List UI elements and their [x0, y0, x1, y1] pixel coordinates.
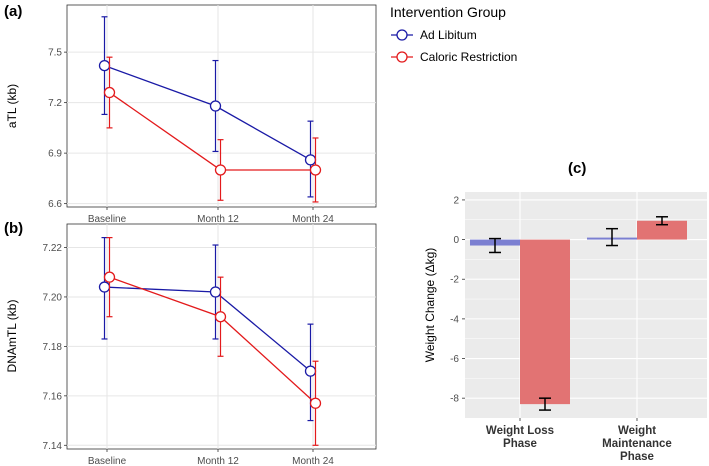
panel-b-plot-area [66, 223, 377, 450]
panel-b-x-tick-label: Month 12 [197, 456, 239, 466]
panel-c-x-category-label: Weight Maintenance Phase [602, 425, 672, 463]
panel-b-x-tick-label: Month 24 [292, 456, 334, 466]
panel-b-series-caloric-restriction [103, 236, 322, 446]
panel-a-y-tick-label: 7.5 [48, 48, 62, 59]
panel-a-y-axis-title: aTL (kb) [5, 84, 19, 128]
panel-c-y-tick-label: -8 [450, 394, 459, 405]
panel-a-y-ticks: 6.6 6.9 7.2 7.5 [48, 48, 67, 210]
panel-c-y-tick-label: 0 [453, 235, 459, 246]
panel-a-x-ticks: Baseline Month 12 Month 24 [88, 207, 334, 225]
bar-caloric-restriction [637, 220, 687, 240]
panel-a: (a) 6.6 6.9 7.2 7.5 Baseline Month 12 Month 2… [4, 3, 377, 225]
legend-title: Intervention Group [390, 4, 506, 20]
panel-b: (b) 7.14 7.16 7.18 7.20 7.22 Baseline Month 1… [4, 220, 377, 466]
panel-c-x-categories: Weight Loss Phase Weight Maintenance Phase [486, 418, 672, 463]
legend-ad-libitum-label: Ad Libitum [420, 28, 477, 42]
panel-a-plot-area [66, 4, 377, 208]
data-point [98, 281, 111, 293]
panel-b-y-tick-label: 7.18 [43, 342, 63, 353]
panel-b-y-tick-label: 7.14 [43, 441, 63, 452]
panel-b-y-axis-title: DNAmTL (kb) [5, 300, 19, 373]
panel-a-x-tick-label: Month 24 [292, 214, 334, 225]
legend-item-ad-libitum: Ad Libitum [391, 28, 477, 42]
panel-c-y-tick-label: 2 [453, 195, 459, 206]
data-point [103, 271, 116, 283]
panel-b-series [98, 236, 322, 446]
panel-b-y-ticks: 7.14 7.16 7.18 7.20 7.22 [43, 243, 67, 452]
data-point [103, 86, 116, 99]
panel-a-y-tick-label: 6.9 [48, 149, 62, 160]
panel-a-y-tick-label: 7.2 [48, 98, 62, 109]
data-point [214, 311, 227, 323]
panel-c-x-category-label: Weight Loss Phase [486, 425, 554, 450]
panel-b-y-tick-label: 7.20 [43, 292, 63, 303]
panel-c-y-tick-label: -4 [450, 314, 459, 325]
panel-a-series [98, 16, 322, 203]
panel-c-bars [470, 216, 687, 411]
data-point [98, 59, 111, 72]
panel-b-gridlines [67, 224, 376, 449]
legend-item-caloric-restriction: Caloric Restriction [391, 50, 517, 64]
legend-ad-libitum-marker [396, 29, 408, 41]
panel-a-x-tick-label: Month 12 [197, 214, 239, 225]
data-point [309, 164, 322, 176]
panel-a-y-tick-label: 6.6 [48, 199, 62, 210]
data-point [309, 397, 322, 409]
panel-a-series-caloric-restriction [103, 56, 322, 203]
panel-c-y-ticks: -8 -6 -4 -2 0 2 [450, 195, 465, 405]
legend-caloric-restriction-label: Caloric Restriction [420, 50, 517, 64]
panel-a-x-tick-label: Baseline [88, 214, 127, 225]
legend: Intervention Group Ad Libitum Caloric Re… [390, 4, 517, 64]
panel-a-series-ad-libitum [98, 16, 317, 198]
legend-caloric-restriction-marker [396, 51, 408, 63]
panel-b-label: (b) [4, 220, 23, 237]
panel-c-y-tick-label: -2 [450, 275, 459, 286]
panel-c-y-tick-label: -6 [450, 354, 459, 365]
bar-caloric-restriction [520, 239, 570, 405]
panel-c: (c) -8 -6 -4 -2 0 2 Weight Loss Phase Weight Mai… [423, 160, 707, 463]
panel-b-x-tick-label: Baseline [88, 456, 127, 466]
data-point [304, 154, 317, 166]
panel-b-y-tick-label: 7.22 [43, 243, 63, 254]
panel-a-label: (a) [4, 3, 22, 20]
data-point [304, 365, 317, 377]
panel-c-y-axis-title: Weight Change (Δkg) [423, 248, 437, 363]
panel-b-x-ticks: Baseline Month 12 Month 24 [88, 449, 334, 466]
panel-a-gridlines [67, 5, 376, 207]
panel-b-y-tick-label: 7.16 [43, 391, 63, 402]
panel-c-label: (c) [568, 160, 586, 177]
data-point [209, 100, 222, 112]
data-point [214, 164, 227, 176]
data-point [209, 286, 222, 298]
